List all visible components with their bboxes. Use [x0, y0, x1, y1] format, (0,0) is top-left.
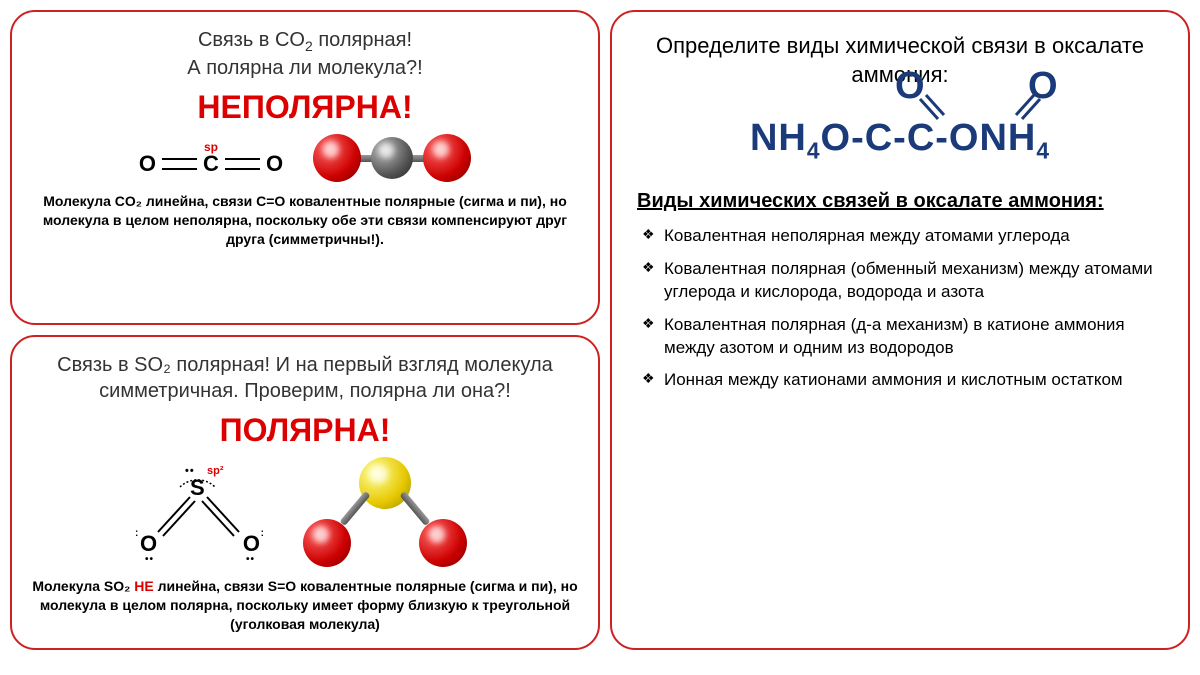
double-bond-svg: [750, 87, 1150, 137]
carbon-ball-icon: [371, 137, 413, 179]
so2-3d-model: [295, 457, 475, 567]
sulfur-ball-icon: [359, 457, 411, 509]
bond-stick-icon: [399, 491, 430, 526]
bond-item: Ковалентная полярная (обменный механизм)…: [642, 258, 1163, 304]
so2-bonds-svg: [135, 467, 265, 557]
double-bond-left: [162, 158, 197, 170]
panel-oxalate: Определите виды химической связи в оксал…: [610, 10, 1190, 650]
co2-verdict: НЕПОЛЯРНА!: [32, 89, 578, 126]
panel-co2: Связь в CO2 полярная!А полярна ли молеку…: [10, 10, 600, 325]
co2-question: Связь в CO2 полярная!А полярна ли молеку…: [32, 27, 578, 81]
co2-explanation: Молекула CO₂ линейна, связи C=O ковалент…: [32, 192, 578, 249]
oxygen-ball-icon: [313, 134, 361, 182]
bond-item: Ковалентная полярная (д-а механизм) в ка…: [642, 314, 1163, 360]
co2-structural-formula: sp O C O: [139, 140, 283, 177]
panel-so2: Связь в SO₂ полярная! И на первый взгляд…: [10, 335, 600, 650]
bond-item: Ковалентная неполярная между атомами угл…: [642, 225, 1163, 248]
text-ne: НЕ: [134, 578, 153, 594]
co2-3d-model: [313, 134, 471, 182]
so2-explanation: Молекула SO₂ НЕ линейна, связи S=O ковал…: [32, 577, 578, 634]
so2-verdict: ПОЛЯРНА!: [32, 412, 578, 449]
bonds-section-title: Виды химических связей в оксалате аммони…: [637, 190, 1163, 213]
o-atom-left: O: [139, 151, 156, 177]
double-bond-right: [225, 158, 260, 170]
oxygen-ball-icon: [419, 519, 467, 567]
so2-diagram-row: •• sp² S O O : •• : ••: [32, 457, 578, 567]
so2-question: Связь в SO₂ полярная! И на первый взгляд…: [32, 352, 578, 404]
bonds-list: Ковалентная неполярная между атомами угл…: [637, 225, 1163, 393]
oxalate-formula: O O NH4O-C-C-ONH4: [637, 107, 1163, 165]
co2-diagram-row: sp O C O: [32, 134, 578, 182]
so2-structural-formula: •• sp² S O O : •• : ••: [135, 467, 265, 557]
oxygen-ball-icon: [303, 519, 351, 567]
oxygen-ball-icon: [423, 134, 471, 182]
bond-item: Ионная между катионами аммония и кислотн…: [642, 369, 1163, 392]
text-pre: Молекула SO₂: [32, 578, 134, 594]
bond-stick-icon: [339, 491, 370, 526]
o-atom-right: O: [266, 151, 283, 177]
c-atom: C: [203, 151, 219, 177]
